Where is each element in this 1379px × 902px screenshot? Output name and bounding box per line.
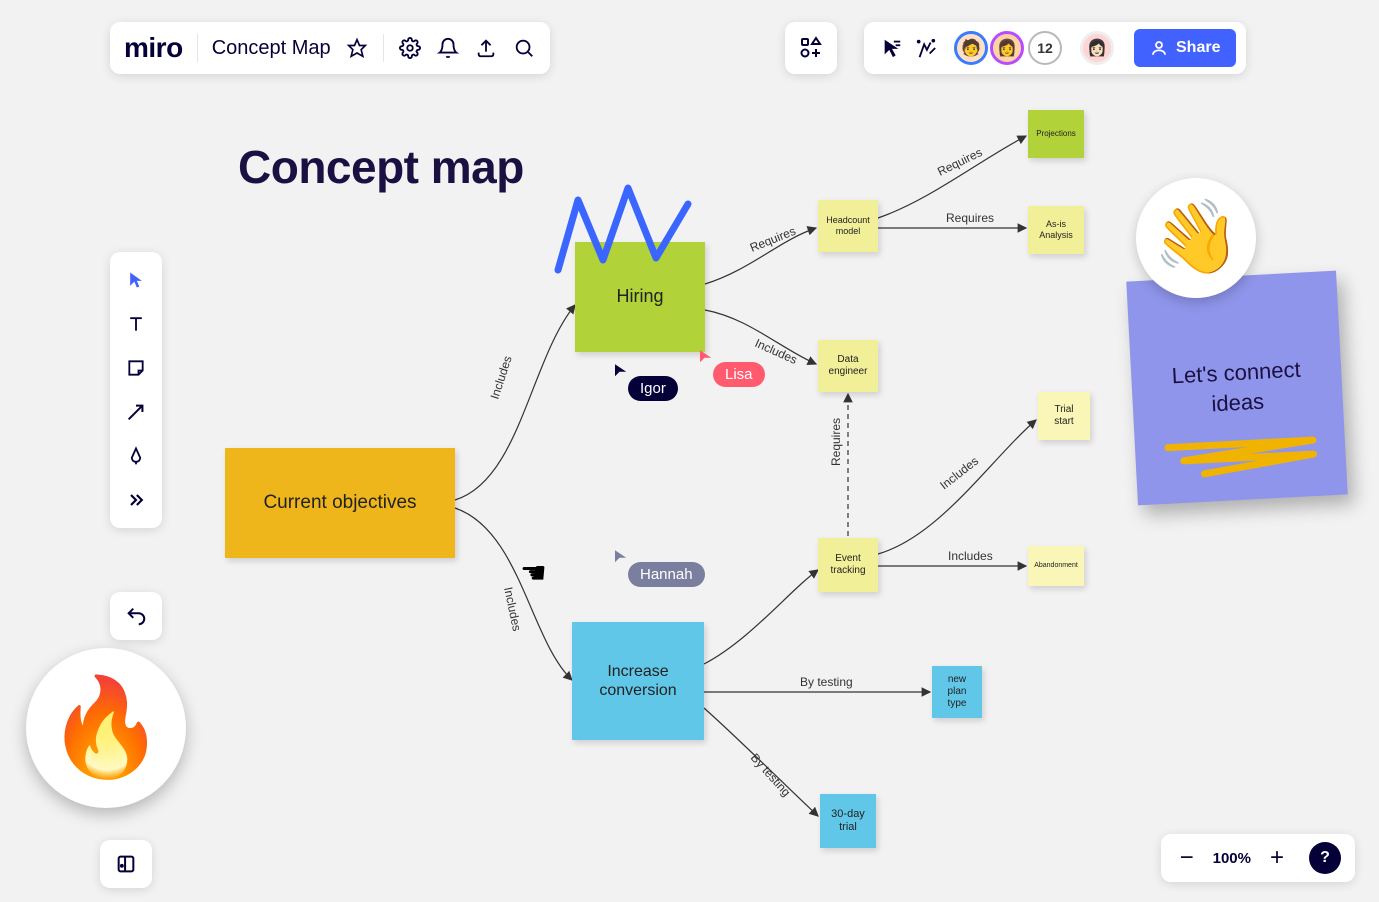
svg-text:Includes: Includes xyxy=(488,354,515,401)
diagram-node[interactable]: Data engineer xyxy=(818,340,878,392)
diagram-node[interactable]: Event tracking xyxy=(818,538,878,592)
fire-sticker: 🔥 xyxy=(26,648,186,808)
diagram-node[interactable]: new plan type xyxy=(932,666,982,718)
svg-text:By testing: By testing xyxy=(800,675,853,689)
user-cursor-icon xyxy=(697,348,715,371)
user-cursor-icon xyxy=(612,362,630,385)
hand-cursor-icon: ☚ xyxy=(520,556,547,591)
svg-text:By testing: By testing xyxy=(748,751,794,800)
diagram-node[interactable]: Current objectives xyxy=(225,448,455,558)
sticky-note-big[interactable]: Let's connect ideas xyxy=(1126,271,1347,506)
diagram-node[interactable]: Trial start xyxy=(1038,392,1090,440)
svg-text:Requires: Requires xyxy=(829,418,843,466)
user-cursor-icon xyxy=(612,548,630,571)
diagram-node[interactable]: Headcount model xyxy=(818,200,878,252)
scribble-accent xyxy=(548,180,708,280)
diagram-node[interactable]: Projections xyxy=(1028,110,1084,158)
user-cursor-label: Hannah xyxy=(628,562,705,587)
user-cursor-label: Lisa xyxy=(713,362,765,387)
sticky-text: Let's connect ideas xyxy=(1171,355,1303,421)
svg-text:Requires: Requires xyxy=(946,211,994,225)
user-cursor-label: Igor xyxy=(628,376,678,401)
diagram-node[interactable]: Increase conversion xyxy=(572,622,704,740)
svg-text:Includes: Includes xyxy=(948,549,993,563)
diagram-node[interactable]: 30-day trial xyxy=(820,794,876,848)
squiggle-icon xyxy=(1163,432,1325,480)
svg-text:Includes: Includes xyxy=(501,586,524,633)
svg-text:Includes: Includes xyxy=(937,454,981,493)
diagram-node[interactable]: Abandonment xyxy=(1028,546,1084,586)
svg-text:Requires: Requires xyxy=(935,145,984,179)
svg-text:Includes: Includes xyxy=(753,336,800,367)
diagram-node[interactable]: As-is Analysis xyxy=(1028,206,1084,254)
